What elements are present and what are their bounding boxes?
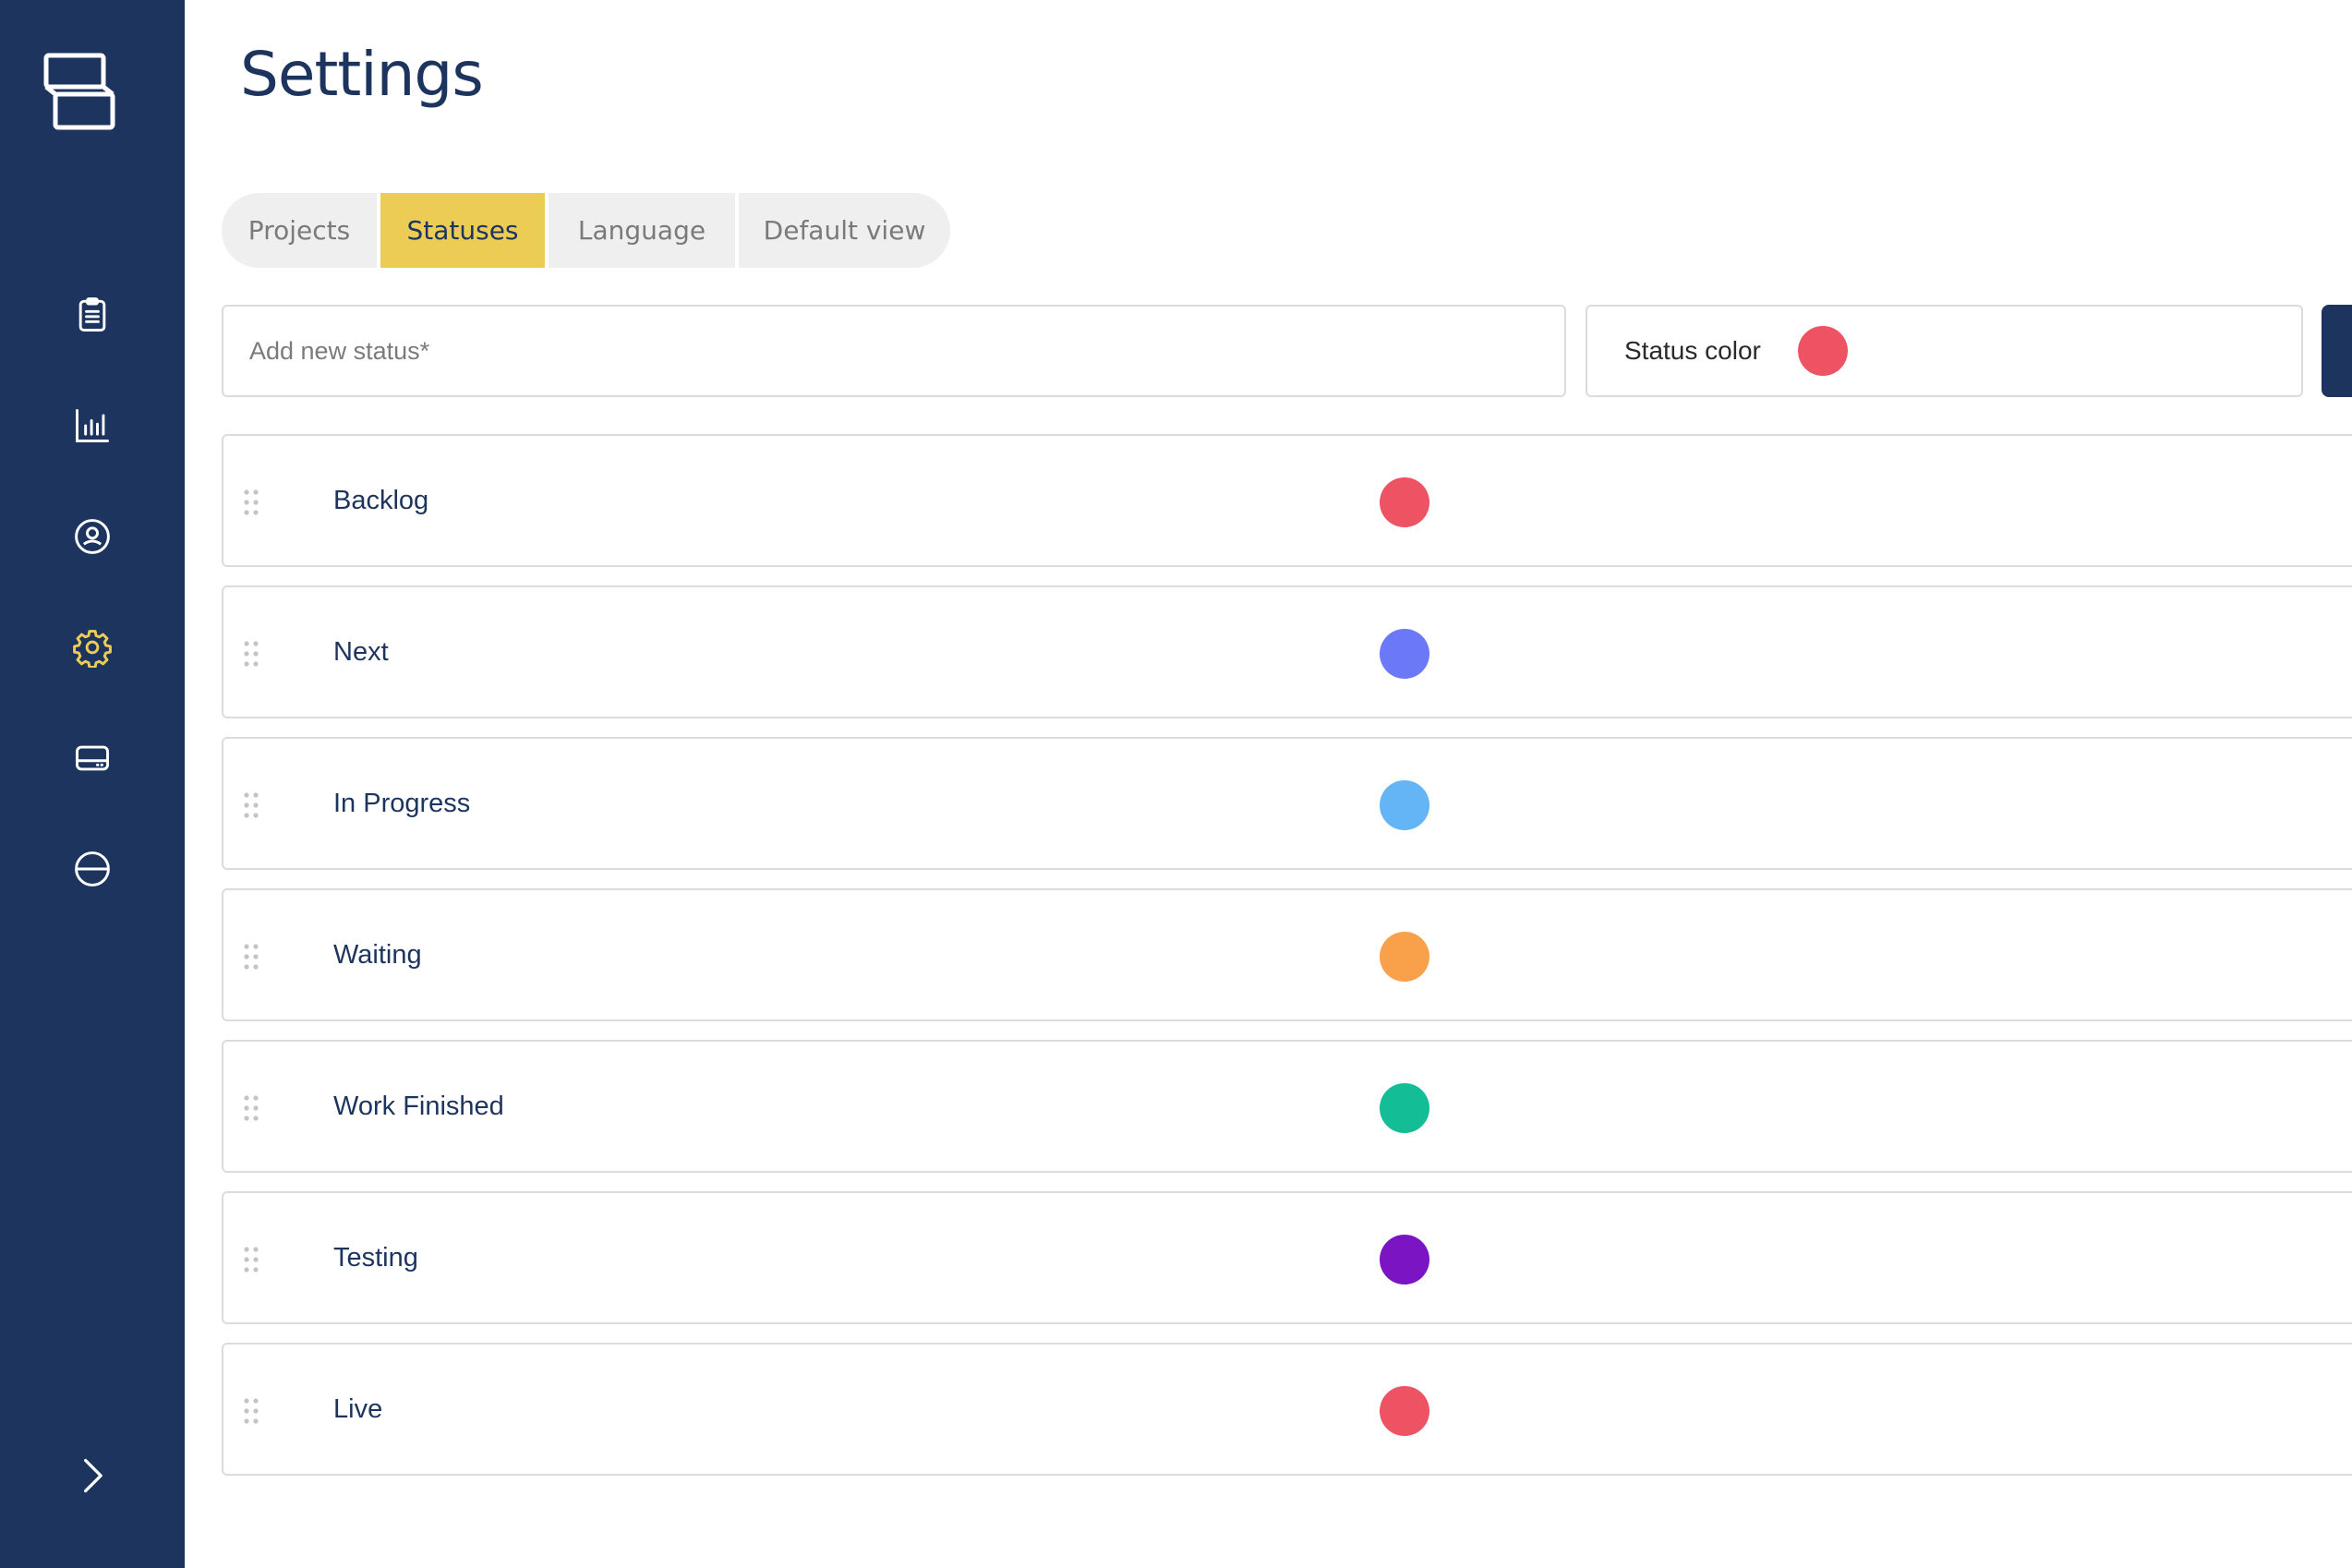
status-color-picker[interactable]: Status color <box>1586 305 2303 397</box>
status-color-dot[interactable] <box>1380 1083 1429 1133</box>
circle-minus-icon[interactable] <box>65 841 120 897</box>
status-color-dot[interactable] <box>1380 629 1429 679</box>
status-name: In Progress <box>333 788 471 818</box>
drag-handle-icon[interactable] <box>242 1093 260 1123</box>
main-content: Settings Projects Statuses Language Defa… <box>185 0 2352 1568</box>
drag-handle-icon[interactable] <box>242 1245 260 1274</box>
status-color-dot[interactable] <box>1380 932 1429 982</box>
bar-chart-icon[interactable] <box>65 398 120 453</box>
status-row: In Progress <box>222 737 2352 870</box>
drag-handle-icon[interactable] <box>242 942 260 971</box>
status-row: Next <box>222 585 2352 718</box>
drag-handle-icon[interactable] <box>242 488 260 517</box>
new-status-input[interactable] <box>222 305 1566 397</box>
status-row: Waiting <box>222 888 2352 1021</box>
status-color-dot[interactable] <box>1380 1386 1429 1436</box>
page-title: Settings <box>240 39 484 110</box>
status-row: Work Finished <box>222 1040 2352 1173</box>
clipboard-icon[interactable] <box>65 287 120 343</box>
app-logo-icon[interactable] <box>43 53 115 130</box>
user-circle-icon[interactable] <box>65 509 120 564</box>
status-name: Backlog <box>333 485 429 515</box>
drive-icon[interactable] <box>65 730 120 786</box>
chevron-right-icon[interactable] <box>65 1448 120 1503</box>
settings-tabs: Projects Statuses Language Default view <box>222 193 950 268</box>
status-list: Backlog Next In Progress Waiting Work Fi… <box>222 434 2352 1494</box>
tab-projects[interactable]: Projects <box>222 193 380 268</box>
status-row: Backlog <box>222 434 2352 567</box>
tab-language[interactable]: Language <box>549 193 739 268</box>
drag-handle-icon[interactable] <box>242 639 260 669</box>
status-color-dot[interactable] <box>1380 1235 1429 1285</box>
status-name: Testing <box>333 1242 418 1272</box>
status-name: Next <box>333 636 389 667</box>
status-color-swatch[interactable] <box>1797 326 1848 376</box>
status-name: Live <box>333 1393 383 1424</box>
drag-handle-icon[interactable] <box>242 790 260 820</box>
status-row: Live <box>222 1343 2352 1476</box>
tab-statuses[interactable]: Statuses <box>380 193 549 268</box>
status-color-label: Status color <box>1624 336 1761 365</box>
tab-default-view[interactable]: Default view <box>739 193 950 268</box>
status-name: Work Finished <box>333 1091 504 1121</box>
status-color-dot[interactable] <box>1380 780 1429 830</box>
add-status-button[interactable] <box>2322 305 2352 397</box>
status-color-dot[interactable] <box>1380 477 1429 527</box>
drag-handle-icon[interactable] <box>242 1396 260 1426</box>
gear-icon[interactable] <box>65 620 120 675</box>
sidebar <box>0 0 185 1568</box>
status-row: Testing <box>222 1191 2352 1324</box>
status-name: Waiting <box>333 939 422 970</box>
